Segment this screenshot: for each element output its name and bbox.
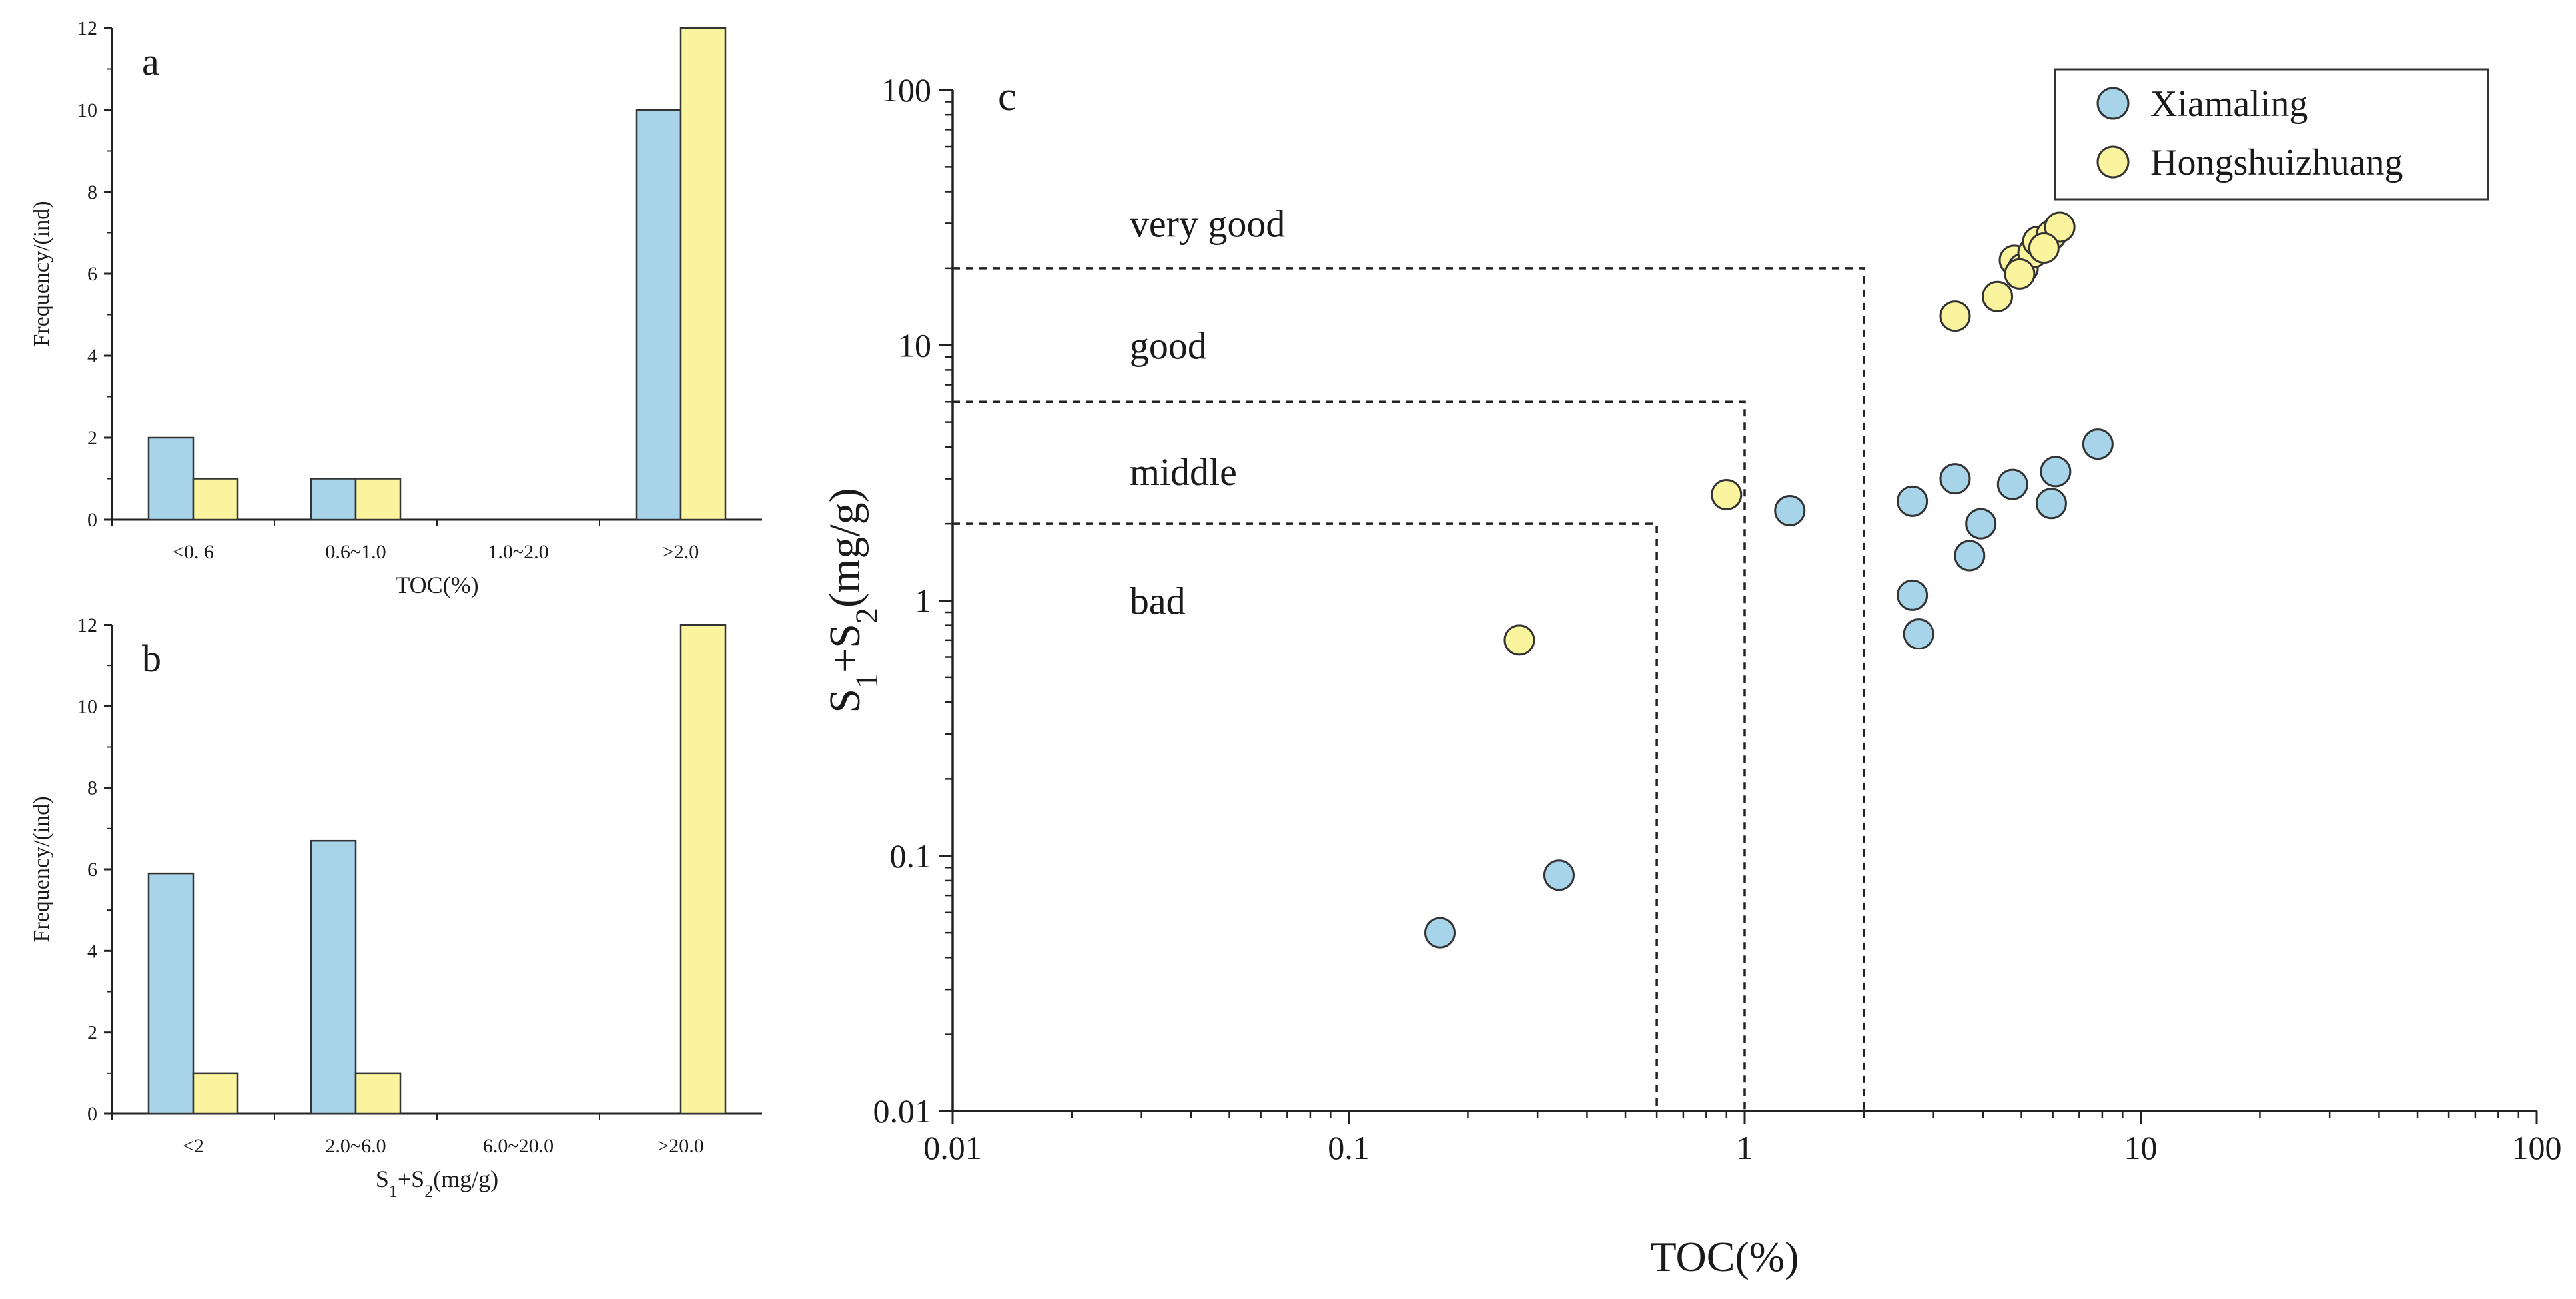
zone-label: very good xyxy=(1130,202,1286,245)
y-tick-label: 100 xyxy=(881,71,931,109)
zone-label: middle xyxy=(1130,450,1237,494)
y-tick-label: 1 xyxy=(915,582,931,620)
legend-marker-hongshuizhuang xyxy=(2096,145,2130,179)
y-tick-label: 0 xyxy=(87,509,97,531)
x-tick-label: 100 xyxy=(2512,1129,2562,1166)
x-tick-label: <0. 6 xyxy=(173,541,214,563)
zone-label: bad xyxy=(1130,580,1186,623)
y-tick-label: 10 xyxy=(898,326,931,364)
y-tick-label: 4 xyxy=(87,345,97,367)
y-tick-label: 6 xyxy=(87,263,97,285)
panel-label: b xyxy=(142,637,161,680)
bar-panel-a: 0 2 4 6 8 10 12 <0. 6 0.6~1.0 1.0~2.0 >2.0 a TOC(%) F… xyxy=(29,17,762,598)
point-xiamaling xyxy=(2035,488,2067,520)
bar-hongshuizhuang xyxy=(354,478,402,521)
y-axis-label: Frequency/(ind) xyxy=(29,796,54,942)
bar-panel-b: 0 2 4 6 8 10 12 <2 2.0~6.0 6.0~20.0 >20.0 b S1+S2(mg… xyxy=(29,614,762,1201)
bar-hongshuizhuang xyxy=(192,478,239,521)
point-xiamaling xyxy=(1543,859,1575,891)
bar-xiamaling xyxy=(147,436,195,521)
legend-marker-xiamaling xyxy=(2096,87,2130,120)
bar-hongshuizhuang xyxy=(192,1072,239,1115)
x-tick-label: 0.01 xyxy=(923,1129,982,1166)
point-xiamaling xyxy=(1903,618,1934,650)
y-tick-label: 0.1 xyxy=(890,837,932,875)
panel-label: c xyxy=(998,74,1017,119)
bar-xiamaling xyxy=(635,109,682,521)
zone-boundary-line xyxy=(953,522,1658,1111)
legend-label: Xiamaling xyxy=(2150,83,2308,125)
y-tick-label: 2 xyxy=(87,427,97,449)
bar-hongshuizhuang xyxy=(354,1072,402,1115)
y-tick-label: 6 xyxy=(87,859,97,881)
x-tick-label: >2.0 xyxy=(663,541,699,563)
legend: Xiamaling Hongshuizhuang xyxy=(2054,68,2489,201)
bar-xiamaling xyxy=(147,872,195,1115)
point-xiamaling xyxy=(1939,463,1971,495)
bar-xiamaling xyxy=(310,839,357,1115)
x-axis-label: TOC(%) xyxy=(1651,1233,1799,1280)
y-tick-label: 0.01 xyxy=(873,1092,932,1130)
y-tick-label: 8 xyxy=(87,777,97,799)
point-xiamaling xyxy=(1774,495,1806,527)
point-xiamaling xyxy=(1897,579,1929,611)
point-hongshuizhuang xyxy=(2004,258,2036,290)
point-hongshuizhuang xyxy=(2044,211,2076,243)
bar-hongshuizhuang xyxy=(679,27,727,521)
x-tick-label: <2 xyxy=(183,1135,204,1157)
panel-label: a xyxy=(142,40,159,83)
x-tick-label: 1 xyxy=(1737,1129,1753,1166)
x-tick-label: 0.6~1.0 xyxy=(325,541,386,563)
legend-box xyxy=(2054,68,2489,201)
y-tick-label: 10 xyxy=(77,99,97,121)
zone-boundary-line xyxy=(953,400,1746,1111)
zone-boundary-line xyxy=(953,267,1865,1111)
x-tick-label: 2.0~6.0 xyxy=(325,1135,386,1157)
bar-hongshuizhuang xyxy=(679,624,727,1115)
point-xiamaling xyxy=(2040,456,2072,488)
y-axis-label: S1+S2(mg/g) xyxy=(821,488,885,713)
y-tick-label: 10 xyxy=(77,695,97,717)
x-tick-label: 0.1 xyxy=(1328,1129,1370,1166)
x-tick-label: 1.0~2.0 xyxy=(488,541,548,563)
point-xiamaling xyxy=(1897,485,1929,517)
zone-label: good xyxy=(1130,324,1207,367)
point-xiamaling xyxy=(1996,468,2028,500)
legend-label: Hongshuizhuang xyxy=(2150,142,2403,183)
point-xiamaling xyxy=(1954,540,1986,572)
x-tick-label: 10 xyxy=(2124,1129,2158,1166)
point-xiamaling xyxy=(2082,428,2114,460)
y-tick-label: 12 xyxy=(77,614,97,636)
point-hongshuizhuang xyxy=(1939,300,1971,332)
point-hongshuizhuang xyxy=(2028,232,2060,264)
x-axis-label: TOC(%) xyxy=(395,572,478,598)
y-tick-label: 2 xyxy=(87,1022,97,1044)
point-xiamaling xyxy=(1424,917,1456,949)
point-hongshuizhuang xyxy=(1503,624,1535,656)
point-xiamaling xyxy=(1965,508,1997,540)
scatter-panel-c: 0.01 0.1 1 10 100 0.01 0.1 1 10 100 very good good m… xyxy=(821,68,2562,1280)
bar-xiamaling xyxy=(310,478,357,521)
y-tick-label: 4 xyxy=(87,940,97,962)
point-hongshuizhuang xyxy=(1982,280,2014,312)
x-axis-label: S1+S2(mg/g) xyxy=(376,1166,498,1201)
y-axis-label: Frequency/(ind) xyxy=(29,201,54,346)
y-tick-label: 8 xyxy=(87,181,97,203)
x-tick-label: >20.0 xyxy=(657,1135,703,1157)
y-tick-label: 0 xyxy=(87,1103,97,1125)
y-tick-label: 12 xyxy=(77,17,97,39)
point-hongshuizhuang xyxy=(1711,478,1743,510)
x-tick-label: 6.0~20.0 xyxy=(483,1135,554,1157)
